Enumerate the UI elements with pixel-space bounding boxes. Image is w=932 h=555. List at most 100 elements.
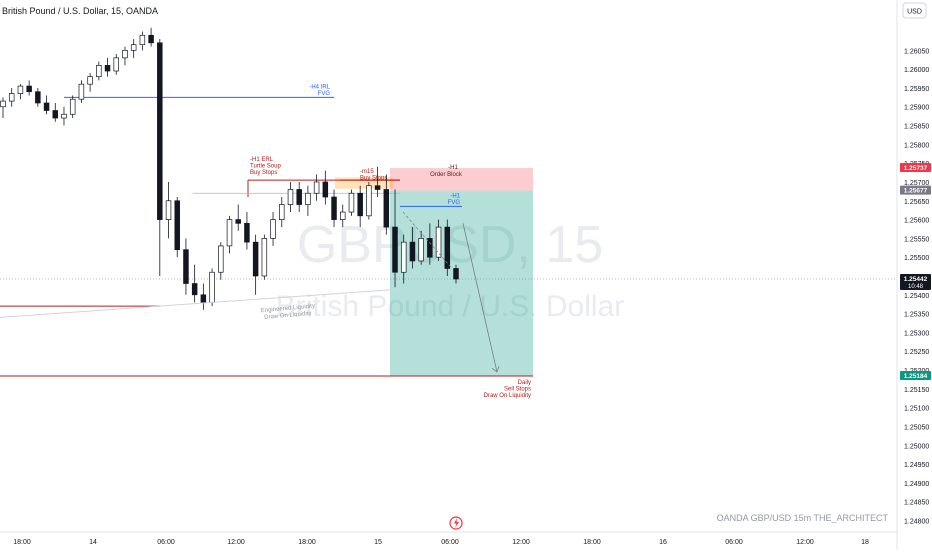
candle-body bbox=[409, 241, 416, 262]
price-label-badge bbox=[900, 185, 931, 195]
candle-body bbox=[218, 245, 224, 273]
candle-body bbox=[183, 249, 189, 284]
candle-body bbox=[418, 238, 424, 262]
price-label-badge bbox=[900, 163, 931, 173]
engineered-liquidity-line bbox=[0, 288, 401, 318]
level-label-m15-buy-stops: Buy Stops bbox=[360, 176, 387, 182]
candle-body bbox=[235, 219, 241, 224]
level-label-m15-buy-stops: -m15 bbox=[360, 169, 374, 175]
x-tick-label: 18:00 bbox=[13, 539, 31, 546]
y-tick-label: 1.24850 bbox=[904, 500, 929, 507]
y-tick-label: 1.25850 bbox=[904, 124, 929, 131]
candle-body bbox=[331, 196, 337, 220]
y-tick-label: 1.25300 bbox=[904, 330, 929, 337]
candle-body bbox=[287, 189, 294, 205]
currency-label: USD bbox=[907, 9, 922, 16]
candle-body bbox=[78, 83, 85, 100]
lightning-icon bbox=[454, 518, 459, 528]
level-label-daily-sell-stops: Daily bbox=[518, 380, 531, 386]
x-tick-label: 12:00 bbox=[512, 539, 530, 546]
candle-body bbox=[305, 192, 311, 205]
tradingview-logo-icon[interactable] bbox=[449, 516, 463, 530]
y-tick-label: 1.26000 bbox=[904, 67, 929, 74]
chart-title[interactable]: British Pound / U.S. Dollar, 15, OANDA bbox=[2, 6, 158, 16]
candle-body bbox=[26, 85, 32, 93]
candle-body bbox=[322, 181, 329, 198]
candle-body bbox=[261, 238, 268, 277]
y-tick-label: 1.25900 bbox=[904, 105, 929, 112]
candle-body bbox=[69, 98, 76, 115]
y-tick-label: 1.24950 bbox=[904, 462, 929, 469]
candle-body bbox=[244, 222, 250, 243]
price-label-text: 1.25737 bbox=[904, 165, 928, 172]
y-tick-label: 1.25100 bbox=[904, 406, 929, 413]
level-label-h1-erl: -H1 ERL bbox=[250, 157, 274, 163]
candle-body bbox=[200, 294, 207, 303]
order-block-zone bbox=[390, 168, 533, 191]
candle-body bbox=[340, 211, 346, 220]
y-tick-label: 1.25600 bbox=[904, 218, 929, 225]
x-tick-label: 06:00 bbox=[725, 539, 743, 546]
candle-body bbox=[139, 34, 146, 46]
y-tick-label: 1.25350 bbox=[904, 312, 929, 319]
candle-body bbox=[17, 85, 24, 94]
level-label-h1-fvg: -H1 bbox=[450, 193, 460, 199]
y-tick-label: 1.24800 bbox=[904, 518, 929, 525]
candle-body bbox=[357, 192, 363, 217]
x-tick-label: 18 bbox=[861, 539, 869, 546]
footer-brand: OANDA GBP/USD 15m THE_ARCHITECT bbox=[717, 513, 889, 523]
y-tick-label: 1.25550 bbox=[904, 236, 929, 243]
level-label-h1-erl: Buy Stops bbox=[250, 170, 277, 176]
candle-body bbox=[427, 238, 433, 258]
candle-body bbox=[313, 181, 320, 194]
candle-body bbox=[43, 102, 50, 111]
level-label-h4-irl-fvg: -H4 IRL bbox=[309, 84, 330, 90]
currency-badge[interactable] bbox=[902, 2, 927, 19]
candle-body bbox=[366, 185, 372, 217]
price-axis[interactable] bbox=[897, 0, 932, 532]
candle-body bbox=[8, 93, 15, 102]
candle-body bbox=[400, 241, 407, 273]
candle-body bbox=[374, 185, 381, 190]
candle-body bbox=[165, 200, 172, 220]
candle-body bbox=[279, 204, 285, 220]
candle-body bbox=[348, 192, 355, 213]
y-tick-label: 1.25250 bbox=[904, 349, 929, 356]
y-tick-label: 1.25800 bbox=[904, 142, 929, 149]
x-tick-label: 18:00 bbox=[298, 539, 316, 546]
y-tick-label: 1.25150 bbox=[904, 387, 929, 394]
candle-body bbox=[209, 271, 215, 303]
entry-dashed-line bbox=[402, 211, 453, 269]
candle-body bbox=[113, 57, 119, 72]
y-tick-label: 1.25500 bbox=[904, 255, 929, 262]
level-label-daily-sell-stops: Sell Stops bbox=[504, 387, 531, 393]
candle-body bbox=[252, 241, 259, 277]
y-tick-label: 1.25000 bbox=[904, 443, 929, 450]
short-target-zone bbox=[390, 190, 533, 377]
watermark-description: British Pound / U.S. Dollar bbox=[276, 290, 624, 323]
candle-body bbox=[148, 34, 154, 44]
candle-body bbox=[130, 44, 137, 51]
candle-body bbox=[174, 200, 180, 251]
y-tick-label: 1.26050 bbox=[904, 48, 929, 55]
level-label-h4-irl-fvg: FVG bbox=[318, 91, 331, 97]
price-label-badge bbox=[900, 274, 931, 291]
y-tick-label: 1.25950 bbox=[904, 86, 929, 93]
candle-body bbox=[0, 100, 6, 108]
level-label-h1-erl: Turtle Soup bbox=[250, 164, 281, 170]
candle-body bbox=[444, 226, 451, 269]
engineered-liquidity-label-2: Draw On Liquidity bbox=[264, 311, 312, 321]
candle-body bbox=[296, 189, 302, 205]
x-tick-label: 06:00 bbox=[157, 539, 175, 546]
x-tick-label: 06:00 bbox=[441, 539, 459, 546]
y-tick-label: 1.25400 bbox=[904, 293, 929, 300]
candle-body bbox=[35, 91, 41, 104]
candle-body bbox=[191, 283, 198, 296]
level-label-daily-sell-stops: Draw On Liquidity bbox=[484, 393, 531, 399]
candle-body bbox=[383, 189, 390, 228]
candle-body bbox=[96, 65, 102, 78]
engineered-liquidity-label-1: Engineered Liquidity bbox=[261, 303, 316, 314]
